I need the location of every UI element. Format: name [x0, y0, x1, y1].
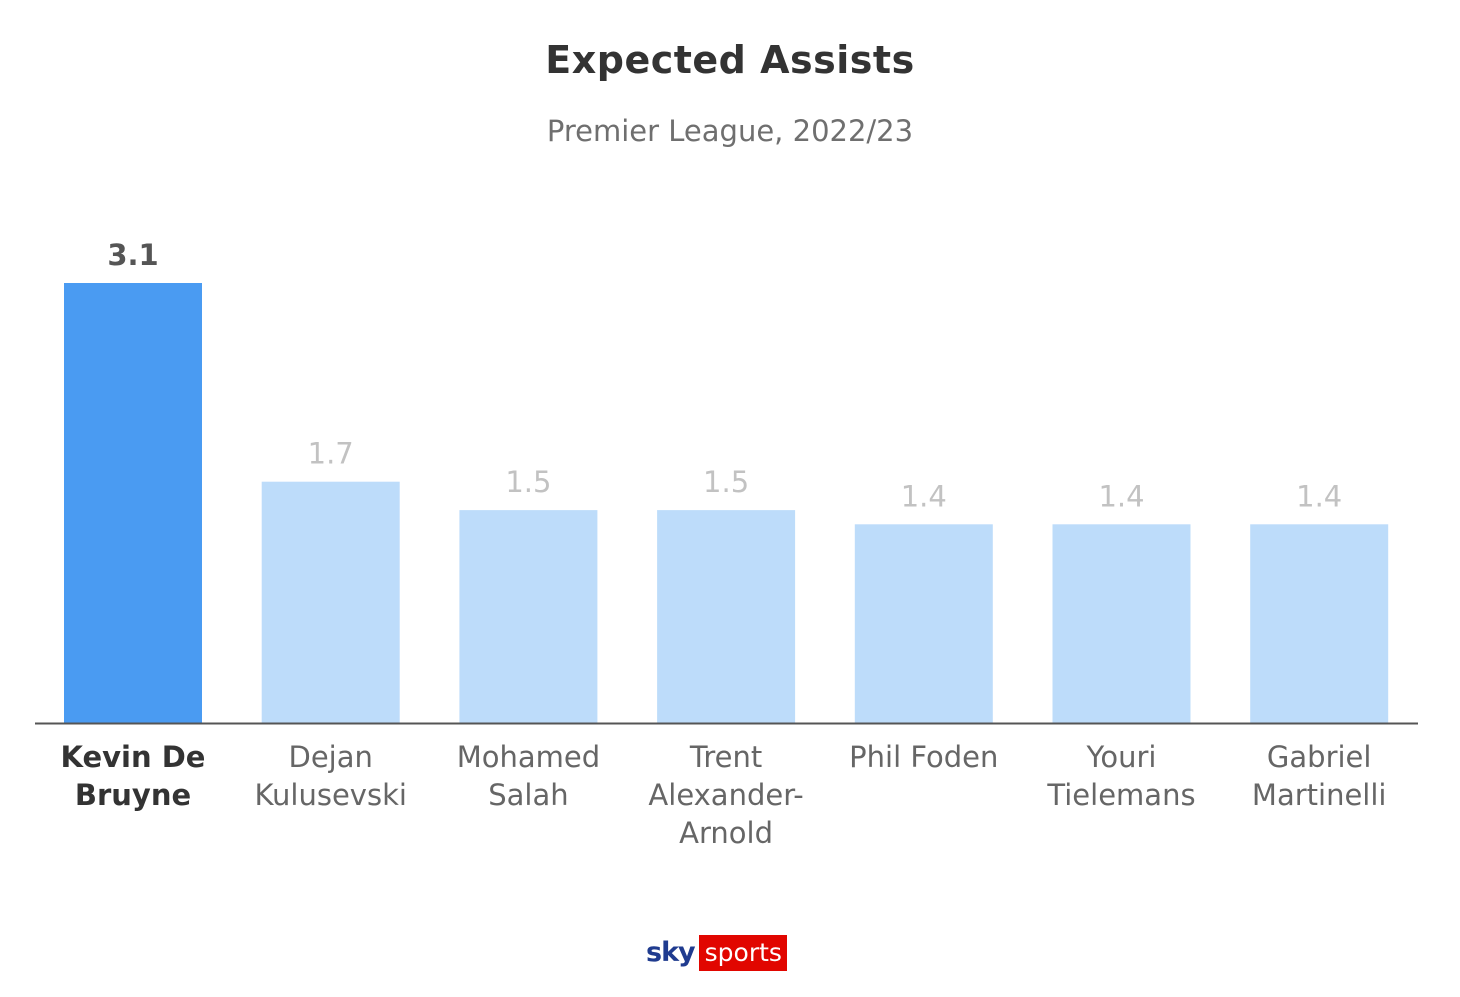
bar	[64, 283, 202, 723]
bar	[1250, 524, 1389, 723]
value-label: 1.4	[1098, 479, 1144, 513]
bar	[261, 481, 400, 723]
category-label: Gabriel Martinelli	[1252, 740, 1387, 812]
bar	[1052, 524, 1191, 723]
logo-sports-text: sports	[698, 935, 787, 971]
category-label: Phil Foden	[849, 740, 998, 774]
value-label: 1.7	[308, 437, 354, 471]
category-label: Dejan Kulusevski	[254, 740, 406, 812]
category-label: Mohamed Salah	[457, 740, 600, 812]
chart-title: Expected Assists	[545, 38, 915, 82]
bar	[657, 510, 796, 723]
bar	[854, 524, 993, 723]
bar	[459, 510, 598, 723]
value-label: 3.1	[107, 238, 158, 272]
category-label: Kevin De Bruyne	[61, 740, 206, 812]
chart-subtitle: Premier League, 2022/23	[546, 114, 914, 148]
value-label: 1.5	[703, 465, 749, 499]
value-label: 1.4	[901, 479, 947, 513]
sky-sports-logo: sky sports	[646, 934, 787, 972]
value-label: 1.5	[505, 465, 551, 499]
category-label: Trent Alexander-Arnold	[648, 740, 803, 850]
logo-sky-text: sky	[646, 937, 696, 968]
category-label: Youri Tielemans	[1046, 740, 1195, 812]
value-label: 1.4	[1296, 479, 1342, 513]
